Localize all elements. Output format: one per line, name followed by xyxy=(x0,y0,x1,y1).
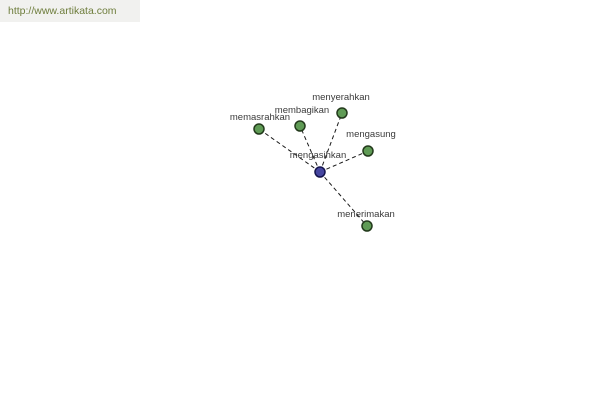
node-label-menerimakan[interactable]: menerimakan xyxy=(337,209,395,220)
edges-layer xyxy=(258,112,369,227)
node-label-membagikan[interactable]: membagikan xyxy=(275,105,329,116)
edge-mengasihkan-membagikan xyxy=(299,125,321,173)
node-label-mengasihkan[interactable]: mengasihkan xyxy=(290,150,347,161)
nodes-layer xyxy=(253,107,374,232)
node-mengasung[interactable] xyxy=(362,145,374,157)
node-label-memasrahkan[interactable]: memasrahkan xyxy=(230,112,290,123)
node-mengasihkan[interactable] xyxy=(314,166,326,178)
node-menyerahkan[interactable] xyxy=(336,107,348,119)
url-text: http://www.artikata.com xyxy=(8,5,117,17)
node-label-menyerahkan[interactable]: menyerahkan xyxy=(312,92,370,103)
url-bar: http://www.artikata.com xyxy=(0,0,140,22)
edge-mengasihkan-mengasung xyxy=(319,150,369,173)
node-memasrahkan[interactable] xyxy=(253,123,265,135)
labels-layer: mengasihkan menyerahkan membagikanmemasrah… xyxy=(230,92,396,220)
edge-mengasihkan-menyerahkan xyxy=(319,112,343,173)
node-menerimakan[interactable] xyxy=(361,220,373,232)
edge-mengasihkan-menerimakan xyxy=(319,171,368,227)
node-membagikan[interactable] xyxy=(294,120,306,132)
node-label-mengasung[interactable]: mengasung xyxy=(346,129,396,140)
edge-mengasihkan-memasrahkan xyxy=(258,128,321,173)
